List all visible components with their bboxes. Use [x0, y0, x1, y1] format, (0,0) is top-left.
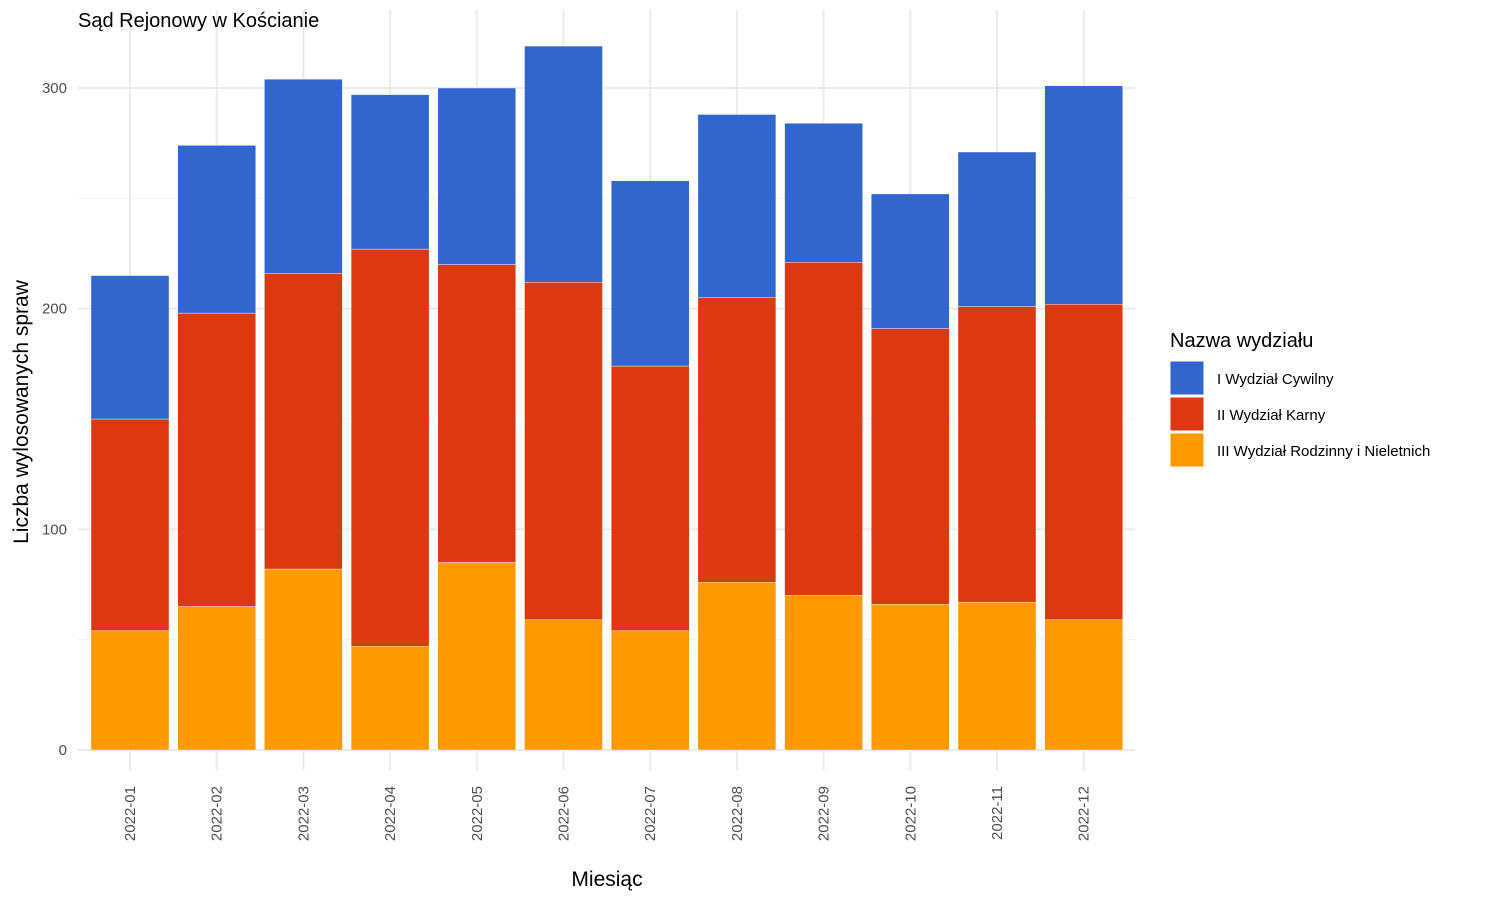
- bar-segment: [611, 630, 690, 751]
- bar-segment: [264, 78, 343, 274]
- x-tick-label: 2022-09: [816, 786, 833, 841]
- legend-swatch: [1169, 432, 1205, 468]
- bar-segment: [957, 151, 1037, 307]
- bar-segment: [264, 273, 343, 570]
- bar-segment: [1044, 304, 1123, 621]
- x-tick-label: 2022-06: [556, 786, 573, 841]
- x-tick-label: 2022-03: [295, 786, 312, 841]
- y-tick-label: 0: [59, 742, 67, 759]
- bar-segment: [784, 262, 863, 596]
- bar-segment: [90, 418, 170, 632]
- bar-segment: [871, 193, 950, 329]
- bar-segment: [350, 248, 430, 647]
- bar-segment: [264, 568, 343, 751]
- chart-title: Sąd Rejonowy w Kościanie: [78, 10, 319, 32]
- x-axis-ticks: 2022-01 2022-02 2022-03 2022-04 2022-05 2022-…: [122, 786, 1093, 841]
- x-tick-label: 2022-12: [1076, 786, 1093, 841]
- bar-segment: [437, 264, 516, 563]
- bar-segment: [1044, 85, 1123, 305]
- legend: Nazwa wydziału I Wydział Cywilny II Wydzi…: [1169, 330, 1430, 468]
- legend-items: I Wydział Cywilny II Wydział Karny III Wyd…: [1169, 360, 1430, 468]
- bar-segment: [524, 281, 603, 621]
- x-tick-label: 2022-08: [729, 786, 746, 841]
- y-tick-label: 100: [42, 521, 67, 538]
- bar-segment: [437, 87, 516, 265]
- x-axis-title: Miesiąc: [571, 868, 642, 891]
- bar-segment: [177, 606, 256, 751]
- bar-segment: [697, 114, 777, 298]
- y-tick-label: 200: [42, 301, 67, 318]
- bar-segment: [1044, 619, 1123, 751]
- bar-segment: [350, 646, 430, 751]
- x-tick-label: 2022-02: [209, 786, 226, 841]
- x-tick-label: 2022-01: [122, 786, 139, 841]
- bar-segment: [957, 306, 1037, 603]
- legend-swatch: [1169, 360, 1205, 396]
- bar-segment: [697, 582, 777, 751]
- bar-segment: [784, 595, 863, 751]
- bar-segment: [871, 328, 950, 605]
- legend-swatch: [1169, 396, 1205, 432]
- x-tick-label: 2022-07: [642, 786, 659, 841]
- bar-segment: [524, 45, 603, 283]
- bar-segment: [350, 94, 430, 250]
- y-axis-ticks: 0 100 200 300: [42, 80, 67, 759]
- bar-segment: [611, 365, 690, 632]
- legend-title: Nazwa wydziału: [1170, 330, 1313, 352]
- bar-segment: [697, 297, 777, 583]
- y-tick-label: 300: [42, 80, 67, 97]
- bar-segment: [784, 123, 863, 263]
- legend-label: III Wydział Rodzinny i Nieletnich: [1217, 443, 1430, 460]
- x-tick-label: 2022-10: [902, 786, 919, 841]
- legend-label: I Wydział Cywilny: [1217, 371, 1334, 388]
- bar-segment: [177, 145, 256, 314]
- bar-segment: [871, 604, 950, 751]
- y-axis-title: Liczba wylosowanych spraw: [10, 279, 33, 544]
- x-tick-label: 2022-11: [989, 786, 1006, 840]
- bars: [90, 45, 1123, 751]
- bar-segment: [437, 562, 516, 751]
- bar-segment: [524, 619, 603, 751]
- x-tick-label: 2022-05: [469, 786, 486, 841]
- x-tick-label: 2022-04: [382, 786, 399, 841]
- legend-label: II Wydział Karny: [1217, 407, 1326, 424]
- bar-segment: [177, 312, 256, 607]
- bar-segment: [957, 601, 1037, 751]
- bar-segment: [90, 630, 170, 751]
- bar-segment: [611, 180, 690, 367]
- bar-segment: [90, 275, 170, 420]
